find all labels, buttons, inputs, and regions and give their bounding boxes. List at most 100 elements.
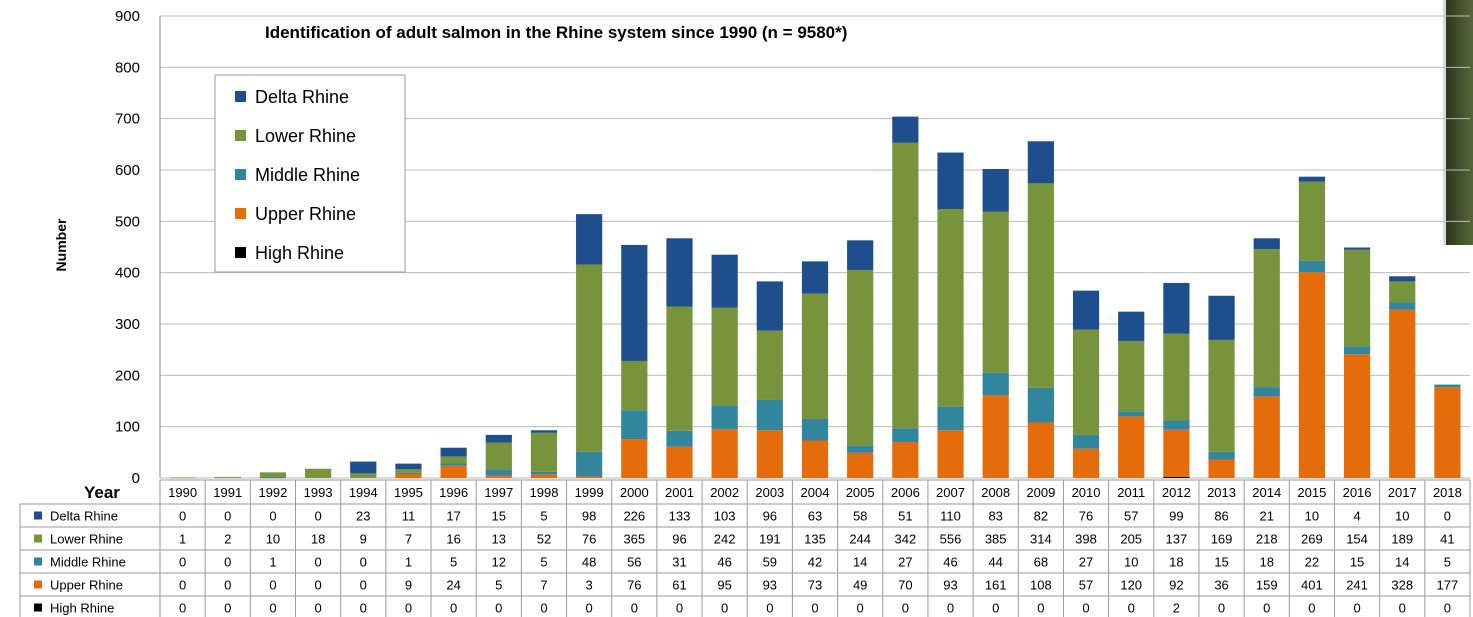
legend-swatch-lower-rhine [235, 130, 246, 141]
bar-delta-rhine-2005 [847, 240, 874, 271]
table-cell: 314 [1030, 532, 1052, 547]
bar-lower-rhine-2004 [801, 293, 829, 419]
bar-lower-rhine-2011 [1118, 340, 1145, 412]
table-cell: 133 [669, 509, 691, 524]
bar-delta-rhine-2003 [756, 281, 783, 331]
table-year-label: 1999 [575, 485, 604, 500]
bar-upper-rhine-2017 [1389, 309, 1416, 478]
table-row-swatch [34, 557, 42, 566]
table-row-swatch [34, 580, 42, 589]
table-cell: 10 [266, 532, 280, 547]
table-cell: 120 [1120, 578, 1142, 593]
table-year-label: 2006 [891, 485, 920, 500]
table-cell: 244 [849, 532, 871, 547]
table-year-label: 2009 [1026, 485, 1055, 500]
table-cell: 70 [898, 578, 912, 593]
bar-lower-rhine-1992 [259, 472, 287, 478]
bar-delta-rhine-2007 [937, 152, 964, 210]
bar-lower-rhine-2016 [1343, 249, 1371, 347]
table-cell: 14 [1395, 555, 1409, 570]
table-cell: 1 [405, 555, 412, 570]
legend-label-upper-rhine: Upper Rhine [255, 204, 356, 224]
y-axis-ticks: 0 100 200 300 400 500 600 700 800 900 [115, 8, 140, 487]
bar-lower-rhine-1993 [305, 468, 332, 478]
table-year-label: 2015 [1297, 485, 1326, 500]
table-row-label: Delta Rhine [50, 509, 118, 524]
table-cell: 18 [311, 532, 325, 547]
bar-lower-rhine-2017 [1389, 281, 1416, 303]
bar-middle-rhine-2004 [801, 418, 829, 441]
table-cell: 0 [1037, 601, 1044, 616]
table-cell: 342 [894, 532, 916, 547]
y-tick-label: 200 [115, 367, 140, 384]
table-cell: 16 [446, 532, 460, 547]
legend: Delta Rhine Lower Rhine Middle Rhine Upper … [214, 74, 406, 273]
bar-upper-rhine-2001 [666, 446, 693, 478]
table-cell: 73 [808, 578, 822, 593]
table-year-label: 2011 [1117, 485, 1145, 500]
table-year-label: 1991 [213, 485, 242, 500]
table-cell: 95 [717, 578, 731, 593]
table-cell: 0 [902, 601, 909, 616]
table-cell: 15 [492, 509, 506, 524]
bar-upper-rhine-2011 [1118, 416, 1145, 478]
table-row-label: High Rhine [50, 601, 114, 616]
table-cell: 0 [857, 601, 864, 616]
legend-swatch-delta-rhine [235, 91, 246, 102]
table-year-label: 1993 [304, 485, 333, 500]
table-cell: 0 [179, 578, 186, 593]
bar-middle-rhine-2000 [621, 410, 648, 439]
table-cell: 12 [492, 555, 506, 570]
table-cell: 31 [672, 555, 686, 570]
legend-label-lower-rhine: Lower Rhine [255, 126, 356, 146]
table-year-label: 1996 [439, 485, 468, 500]
bar-upper-rhine-1995 [395, 473, 422, 478]
bar-lower-rhine-1996 [440, 456, 467, 464]
table-year-label: 2003 [755, 485, 784, 500]
table-cell: 21 [1259, 509, 1273, 524]
bar-delta-rhine-2004 [801, 261, 829, 294]
bar-high-rhine-2012 [1163, 476, 1190, 478]
bar-delta-rhine-1999 [576, 214, 603, 265]
bar-middle-rhine-2003 [756, 399, 783, 431]
table-cell: 24 [446, 578, 460, 593]
bar-upper-rhine-2003 [756, 430, 783, 478]
bar-delta-rhine-1996 [440, 447, 467, 457]
table-cell: 556 [940, 532, 962, 547]
table-header-label: Year [84, 483, 120, 502]
table-cell: 0 [811, 601, 818, 616]
table-cell: 4 [1353, 509, 1360, 524]
bar-delta-rhine-2014 [1253, 238, 1280, 250]
bar-lower-rhine-1995 [395, 469, 422, 473]
y-tick-label: 300 [115, 316, 140, 333]
table-cell: 0 [269, 601, 276, 616]
table-cell: 0 [269, 578, 276, 593]
bar-middle-rhine-1995 [395, 472, 422, 474]
table-cell: 48 [582, 555, 596, 570]
table-cell: 83 [988, 509, 1002, 524]
table-cell: 0 [224, 578, 231, 593]
y-tick-label: 0 [132, 470, 140, 487]
table-cell: 154 [1346, 532, 1368, 547]
table-cell: 93 [763, 578, 777, 593]
table-cell: 0 [586, 601, 593, 616]
legend-swatch-high-rhine [235, 247, 246, 258]
bar-upper-rhine-2015 [1298, 272, 1325, 478]
bar-delta-rhine-1998 [530, 430, 558, 433]
table-cell: 0 [721, 601, 728, 616]
table-cell: 0 [1263, 601, 1270, 616]
y-tick-label: 700 [115, 111, 140, 128]
bar-lower-rhine-2013 [1208, 339, 1235, 452]
table-cell: 0 [1308, 601, 1315, 616]
bar-delta-rhine-2013 [1208, 295, 1235, 340]
bar-middle-rhine-2007 [937, 406, 964, 431]
table-cell: 0 [314, 578, 321, 593]
table-cell: 59 [763, 555, 777, 570]
table-cell: 0 [1444, 509, 1451, 524]
table-cell: 76 [582, 532, 596, 547]
bar-delta-rhine-2015 [1298, 176, 1325, 182]
bar-delta-rhine-1994 [350, 461, 377, 474]
table-cell: 0 [405, 601, 412, 616]
bar-lower-rhine-2009 [1027, 183, 1054, 388]
bar-upper-rhine-2012 [1163, 429, 1190, 477]
